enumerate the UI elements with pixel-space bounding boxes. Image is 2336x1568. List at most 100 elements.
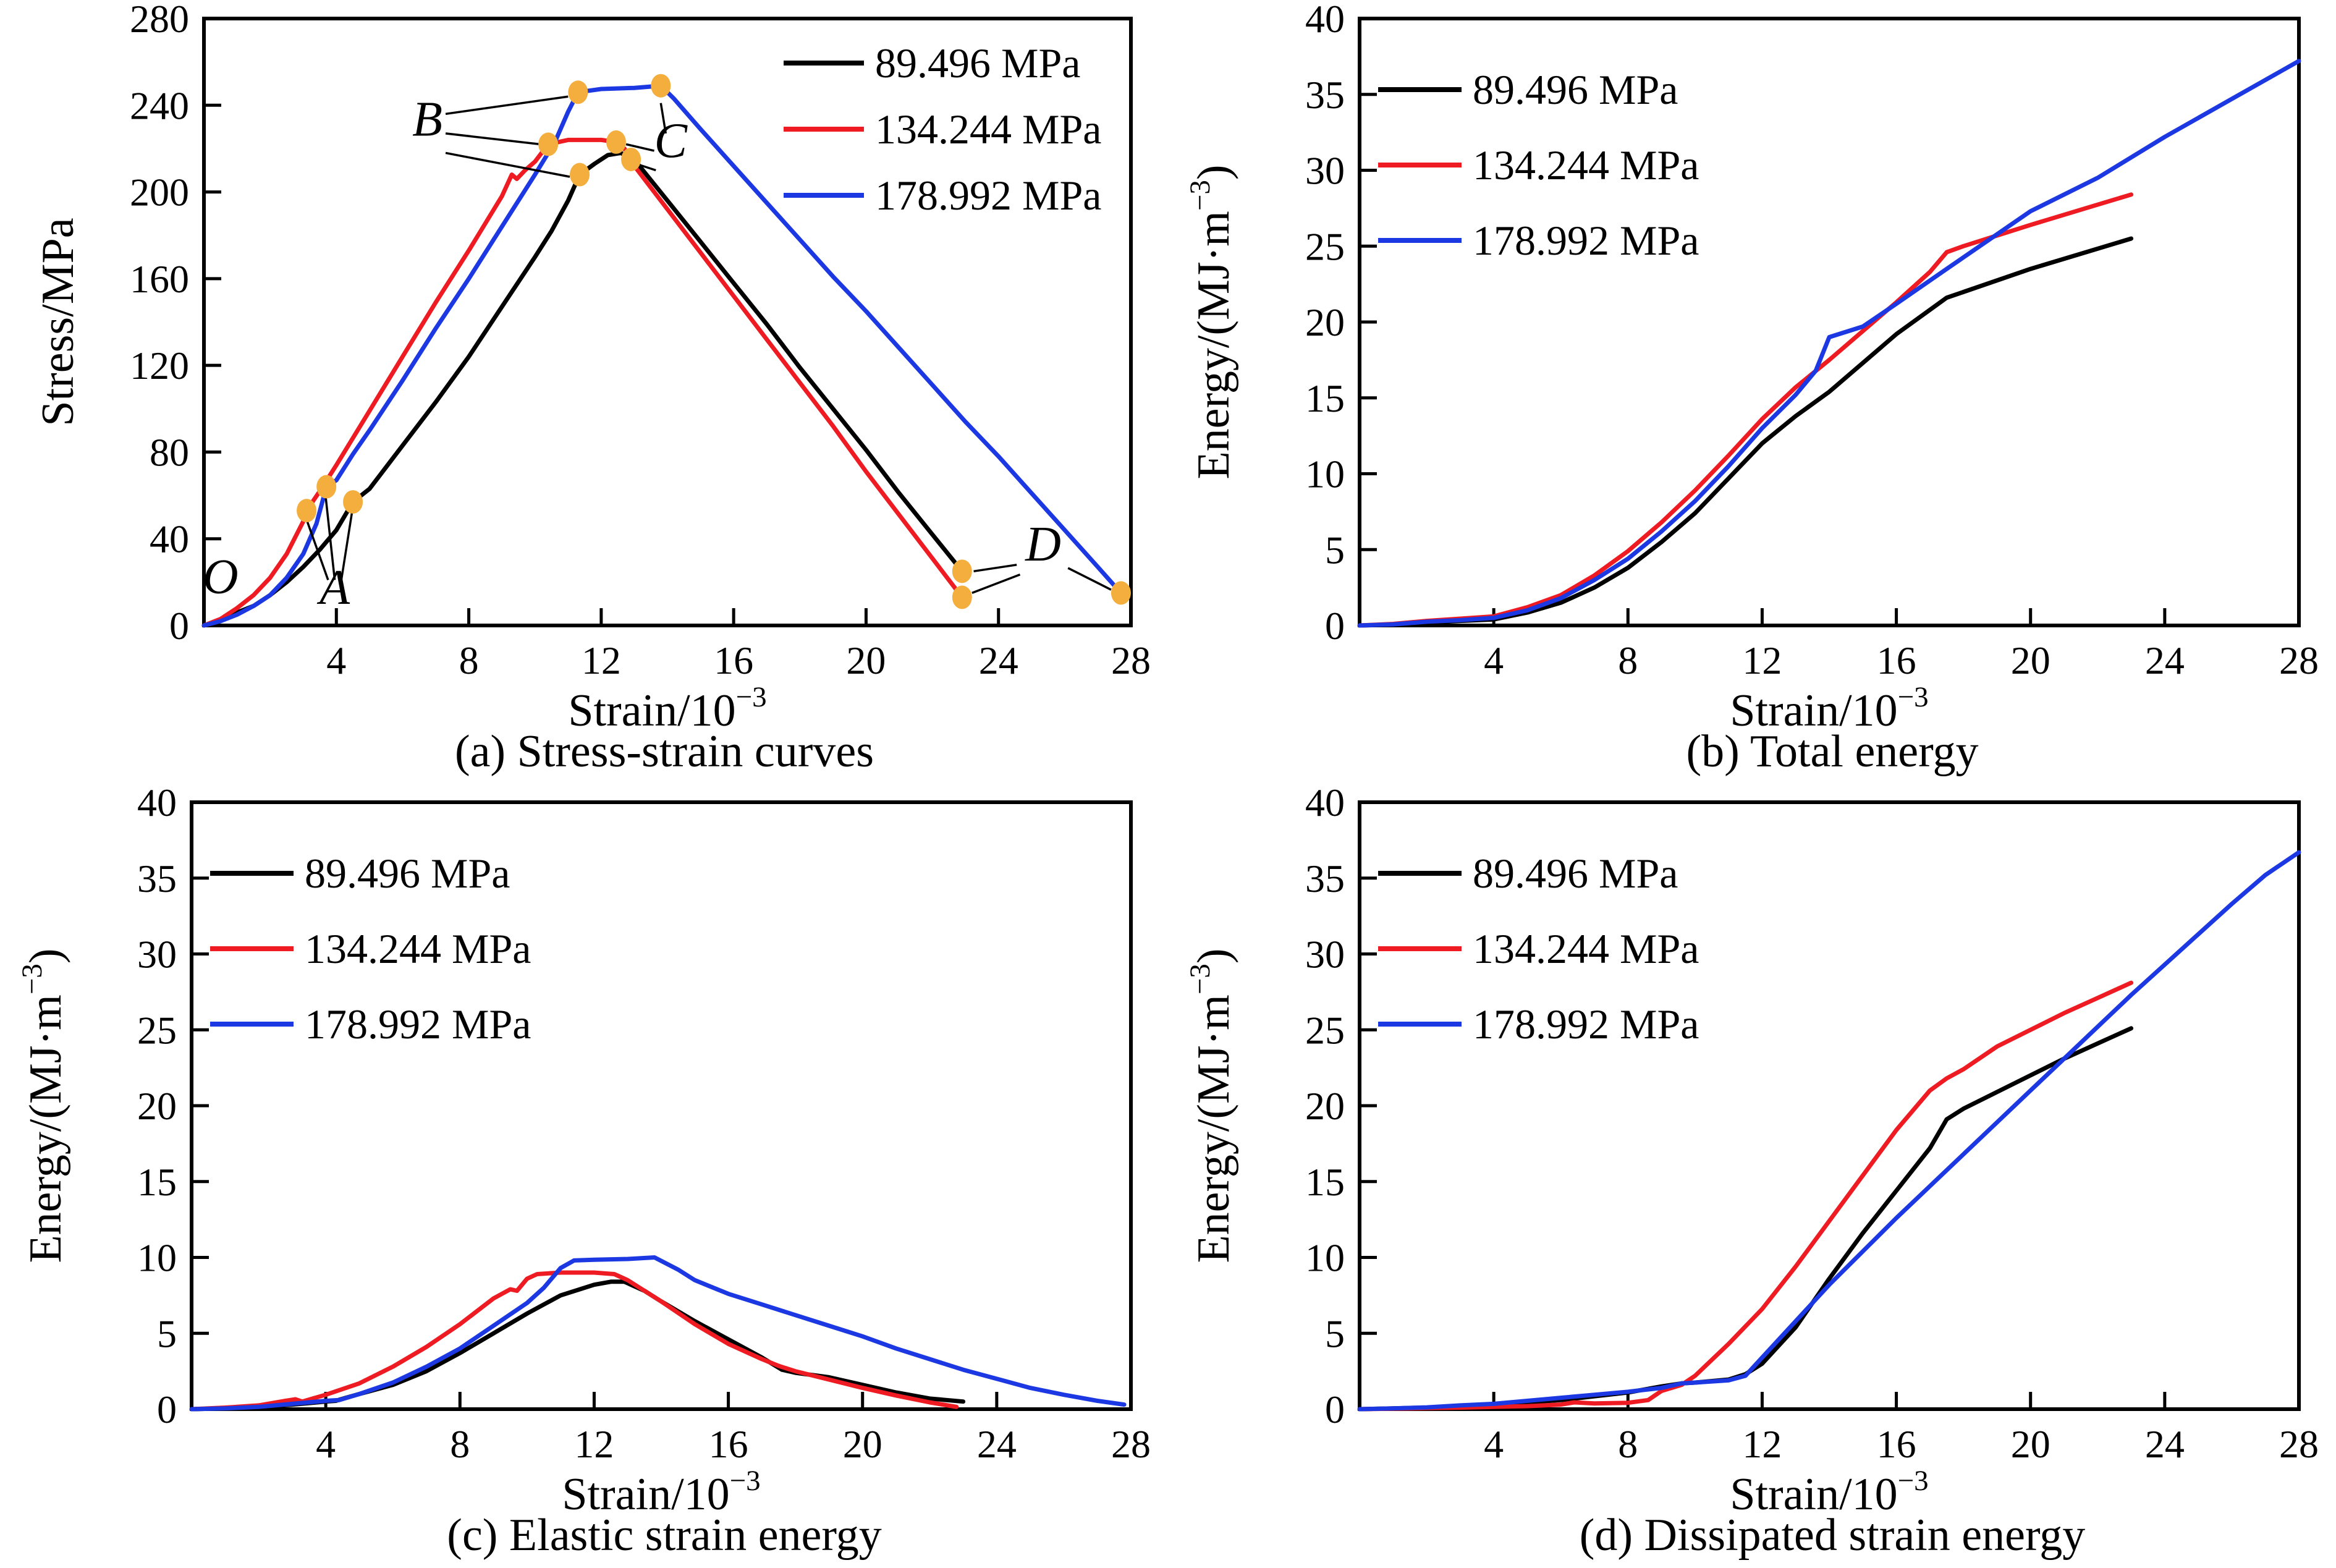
x-tick-label: 8 xyxy=(459,638,479,682)
y-tick-label: 40 xyxy=(137,784,177,824)
x-tick-label: 28 xyxy=(1111,638,1151,682)
series-lines xyxy=(189,1255,1127,1412)
leader-line xyxy=(445,95,569,116)
legend: 89.496 MPa 134.244 MPa 178.992 MPa xyxy=(210,850,531,1048)
y-axis-ticks: 0 5 10 15 20 25 30 35 40 xyxy=(1305,784,1377,1431)
y-tick-label: 35 xyxy=(1305,857,1345,901)
x-axis-ticks: 4 8 12 16 20 24 28 xyxy=(1484,608,2319,682)
x-axis-label: Strain/10−3 xyxy=(562,1465,760,1520)
x-tick-label: 12 xyxy=(1742,638,1782,682)
x-tick-label: 20 xyxy=(2011,638,2050,682)
leader-line xyxy=(445,132,540,146)
panel-elastic-strain-energy: 4 8 12 16 20 24 28 0 5 10 15 20 25 30 35 40 Strain/10−3 E… xyxy=(0,784,1168,1568)
y-axis-label: Energy/(MJ·m−3) xyxy=(16,948,71,1263)
x-tick-label: 20 xyxy=(2011,1422,2050,1466)
series-line-2 xyxy=(1357,59,2301,628)
legend-label: 89.496 MPa xyxy=(1473,850,1678,897)
y-tick-label: 15 xyxy=(137,1160,177,1204)
point-label-D: D xyxy=(1025,517,1061,572)
y-axis-ticks: 0 5 10 15 20 25 30 35 40 xyxy=(137,784,209,1431)
legend-label: 178.992 MPa xyxy=(875,172,1101,219)
x-tick-label: 24 xyxy=(2145,638,2185,682)
series-lines xyxy=(1357,59,2301,628)
key-point-marker xyxy=(952,585,972,609)
y-tick-label: 5 xyxy=(1325,528,1345,572)
chart-total-energy: 4 8 12 16 20 24 28 0 5 10 15 20 25 30 35 40 Strain/10−3 E… xyxy=(1184,0,2319,736)
x-tick-label: 16 xyxy=(1877,1422,1916,1466)
x-tick-label: 12 xyxy=(582,638,621,682)
key-point-marker xyxy=(568,80,588,104)
x-tick-label: 16 xyxy=(709,1422,748,1466)
x-axis-label: Strain/10−3 xyxy=(1730,1465,1928,1520)
y-tick-label: 240 xyxy=(130,83,189,127)
legend-label: 89.496 MPa xyxy=(1473,66,1678,113)
x-tick-label: 4 xyxy=(316,1422,336,1466)
x-tick-label: 8 xyxy=(450,1422,470,1466)
chart-elastic-strain-energy: 4 8 12 16 20 24 28 0 5 10 15 20 25 30 35 40 Strain/10−3 E… xyxy=(16,784,1151,1520)
y-tick-label: 35 xyxy=(1305,73,1345,117)
series-line-1 xyxy=(201,137,965,628)
x-tick-label: 4 xyxy=(1484,638,1504,682)
y-tick-label: 120 xyxy=(130,344,189,388)
key-point-marker xyxy=(651,74,671,98)
chart-dissipated-strain-energy: 4 8 12 16 20 24 28 0 5 10 15 20 25 30 35 40 Strain/10−3 E… xyxy=(1184,784,2319,1520)
plot-border xyxy=(202,17,1133,627)
key-point-marker xyxy=(621,147,641,171)
y-tick-label: 40 xyxy=(1305,0,1345,41)
y-axis-label: Energy/(MJ·m−3) xyxy=(1184,948,1239,1263)
leader-line xyxy=(445,151,570,178)
x-tick-label: 12 xyxy=(1742,1422,1782,1466)
series-lines xyxy=(1357,850,2301,1412)
panel-total-energy: 4 8 12 16 20 24 28 0 5 10 15 20 25 30 35 40 Strain/10−3 E… xyxy=(1168,0,2336,784)
legend: 89.496 MPa 134.244 MPa 178.992 MPa xyxy=(1378,850,1699,1048)
leader-line xyxy=(971,573,1021,595)
x-tick-label: 4 xyxy=(1484,1422,1504,1466)
caption-c: (c) Elastic strain energy xyxy=(447,1510,882,1561)
series-line-0 xyxy=(201,150,965,628)
key-point-marker xyxy=(1111,581,1131,605)
key-point-marker xyxy=(952,559,972,583)
x-tick-label: 20 xyxy=(843,1422,882,1466)
key-point-markers xyxy=(297,74,1131,609)
y-tick-label: 0 xyxy=(1325,604,1345,648)
caption-a: (a) Stress-strain curves xyxy=(454,726,874,777)
x-tick-label: 24 xyxy=(2145,1422,2185,1466)
x-tick-label: 8 xyxy=(1618,1422,1638,1466)
legend-label: 134.244 MPa xyxy=(1473,142,1699,189)
x-axis-ticks: 4 8 12 16 20 24 28 xyxy=(316,1392,1151,1466)
y-tick-label: 20 xyxy=(1305,1084,1345,1128)
key-point-marker xyxy=(316,475,337,499)
panel-dissipated-strain-energy: 4 8 12 16 20 24 28 0 5 10 15 20 25 30 35 40 Strain/10−3 E… xyxy=(1168,784,2336,1568)
x-tick-label: 24 xyxy=(977,1422,1017,1466)
legend-label: 178.992 MPa xyxy=(1473,217,1699,264)
x-tick-label: 16 xyxy=(714,638,753,682)
legend-label: 178.992 MPa xyxy=(1473,1001,1699,1048)
x-tick-label: 24 xyxy=(979,638,1018,682)
y-tick-label: 10 xyxy=(1305,1236,1345,1280)
y-tick-label: 35 xyxy=(137,857,177,901)
caption-d: (d) Dissipated strain energy xyxy=(1579,1510,2086,1561)
x-axis-ticks: 4 8 12 16 20 24 28 xyxy=(326,608,1151,682)
legend-label: 89.496 MPa xyxy=(875,40,1080,87)
x-tick-label: 12 xyxy=(574,1422,614,1466)
y-tick-label: 25 xyxy=(137,1008,177,1052)
x-tick-label: 28 xyxy=(2279,1422,2319,1466)
caption-b: (b) Total energy xyxy=(1686,726,1979,777)
y-tick-label: 20 xyxy=(1305,300,1345,344)
y-tick-label: 30 xyxy=(137,933,177,977)
series-line-1 xyxy=(1357,980,2134,1412)
point-label-C: C xyxy=(654,114,688,168)
x-tick-label: 20 xyxy=(846,638,886,682)
x-axis-ticks: 4 8 12 16 20 24 28 xyxy=(1484,1392,2319,1466)
y-tick-label: 15 xyxy=(1305,376,1345,420)
y-tick-label: 30 xyxy=(1305,933,1345,977)
x-tick-label: 8 xyxy=(1618,638,1638,682)
legend-label: 89.496 MPa xyxy=(305,850,510,897)
legend-label: 134.244 MPa xyxy=(305,925,531,972)
legend-label: 178.992 MPa xyxy=(305,1001,531,1048)
legend-label: 134.244 MPa xyxy=(1473,925,1699,972)
annotations: O A B C D xyxy=(203,92,1112,615)
x-tick-label: 28 xyxy=(1111,1422,1151,1466)
point-label-B: B xyxy=(412,92,442,146)
